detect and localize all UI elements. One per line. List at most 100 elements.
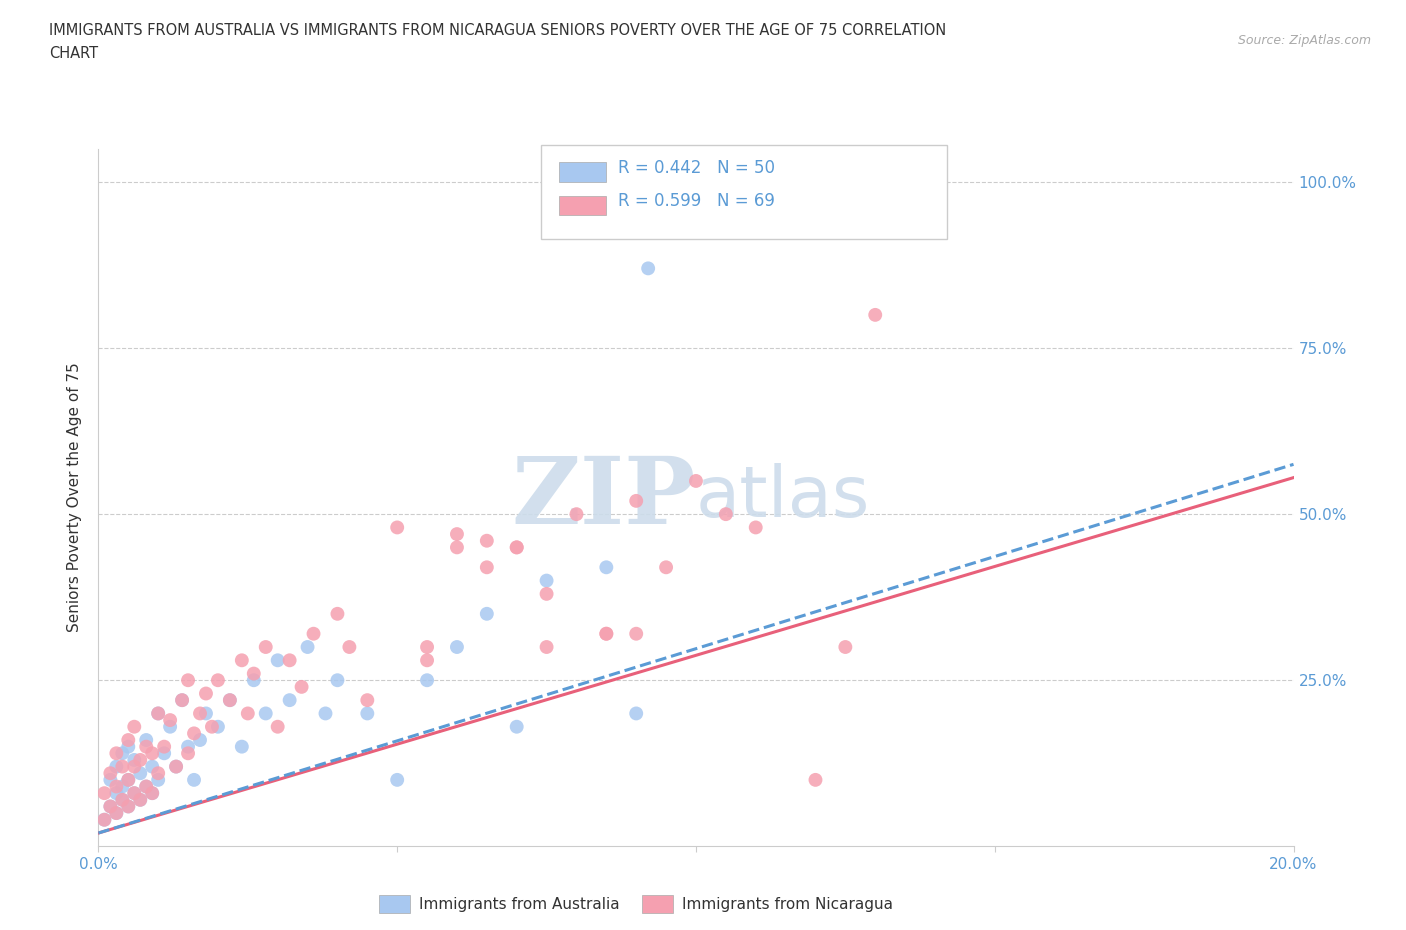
Point	[231, 739, 253, 754]
Point	[159, 719, 181, 734]
Point	[172, 693, 194, 708]
Point	[135, 733, 157, 748]
Point	[865, 308, 887, 323]
Point	[129, 792, 152, 807]
Point	[135, 739, 157, 754]
Point	[105, 779, 128, 794]
Point	[385, 773, 409, 788]
Point	[177, 672, 200, 687]
Point	[141, 786, 163, 801]
Legend: Immigrants from Australia, Immigrants from Nicaragua: Immigrants from Australia, Immigrants fr…	[373, 889, 900, 919]
Point	[159, 712, 181, 727]
Point	[124, 719, 146, 734]
Text: R = 0.442   N = 50: R = 0.442 N = 50	[619, 159, 775, 177]
Point	[135, 779, 157, 794]
Point	[105, 786, 128, 801]
Point	[714, 507, 737, 522]
Point	[105, 805, 128, 820]
Point	[231, 653, 253, 668]
Point	[148, 706, 170, 721]
Point	[141, 786, 163, 801]
Point	[236, 706, 259, 721]
Text: Source: ZipAtlas.com: Source: ZipAtlas.com	[1237, 34, 1371, 47]
Point	[278, 693, 301, 708]
Point	[536, 573, 558, 588]
Point	[804, 773, 827, 788]
Text: IMMIGRANTS FROM AUSTRALIA VS IMMIGRANTS FROM NICARAGUA SENIORS POVERTY OVER THE : IMMIGRANTS FROM AUSTRALIA VS IMMIGRANTS …	[49, 23, 946, 38]
Point	[267, 719, 290, 734]
Point	[475, 606, 498, 621]
Point	[93, 812, 115, 827]
Point	[685, 473, 707, 488]
Point	[117, 799, 139, 814]
Point	[148, 706, 170, 721]
Point	[100, 799, 122, 814]
Point	[207, 719, 229, 734]
Text: CHART: CHART	[49, 46, 98, 61]
Point	[326, 606, 349, 621]
Point	[135, 779, 157, 794]
Point	[254, 706, 277, 721]
Point	[536, 640, 558, 655]
Point	[177, 739, 200, 754]
Point	[626, 494, 648, 509]
Point	[356, 706, 378, 721]
Point	[626, 626, 648, 641]
Point	[446, 540, 468, 555]
Point	[188, 706, 211, 721]
Point	[93, 812, 115, 827]
Point	[446, 526, 468, 541]
Point	[506, 540, 529, 555]
Point	[165, 759, 187, 774]
Point	[111, 792, 134, 807]
Point	[254, 640, 277, 655]
Point	[416, 672, 439, 687]
Point	[356, 693, 378, 708]
Point	[129, 752, 152, 767]
Point	[315, 706, 337, 721]
Point	[416, 653, 439, 668]
Point	[339, 640, 360, 655]
Point	[117, 799, 139, 814]
Point	[243, 666, 266, 681]
Point	[117, 773, 139, 788]
Point	[195, 686, 218, 701]
Point	[188, 733, 211, 748]
Point	[475, 560, 498, 575]
Point	[536, 587, 558, 602]
Point	[291, 680, 314, 695]
Point	[100, 773, 122, 788]
Point	[385, 520, 409, 535]
Point	[124, 786, 146, 801]
Point	[100, 799, 122, 814]
Point	[302, 626, 325, 641]
Point	[148, 765, 170, 780]
Point	[595, 626, 617, 641]
Text: ZIP: ZIP	[512, 453, 696, 542]
Point	[278, 653, 301, 668]
Point	[326, 672, 349, 687]
Point	[165, 759, 187, 774]
Point	[506, 719, 529, 734]
Point	[111, 779, 134, 794]
Point	[745, 520, 768, 535]
Point	[141, 746, 163, 761]
Text: atlas: atlas	[696, 463, 870, 532]
Point	[475, 533, 498, 548]
Point	[243, 672, 266, 687]
Point	[111, 792, 134, 807]
FancyBboxPatch shape	[558, 195, 606, 215]
FancyBboxPatch shape	[558, 162, 606, 181]
Point	[148, 773, 170, 788]
Point	[177, 746, 200, 761]
Point	[124, 752, 146, 767]
Point	[153, 739, 176, 754]
Point	[141, 759, 163, 774]
Point	[834, 640, 856, 655]
Point	[124, 759, 146, 774]
Point	[297, 640, 319, 655]
Point	[183, 726, 205, 741]
Point	[124, 786, 146, 801]
Point	[506, 540, 529, 555]
Point	[100, 765, 122, 780]
